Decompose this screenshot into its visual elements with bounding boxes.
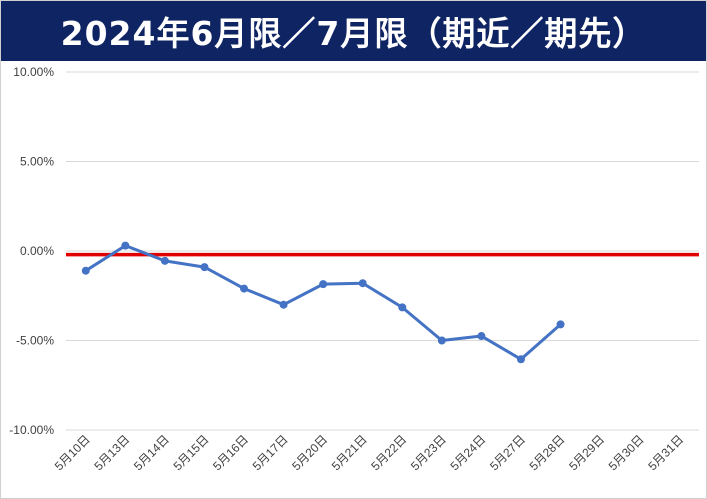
data-point [81, 266, 90, 275]
x-tick-label: 5月28日 [527, 432, 568, 473]
data-point [477, 332, 486, 341]
data-point [398, 303, 407, 312]
title-bar: 2024年6月限／7月限（期近／期先） [1, 1, 706, 61]
x-tick-label: 5月22日 [368, 432, 409, 473]
gridlines [66, 71, 699, 431]
x-axis-ticks: 5月10日5月13日5月14日5月15日5月16日5月17日5月20日5月21日… [52, 432, 686, 473]
x-tick-label: 5月15日 [171, 432, 212, 473]
x-tick-label: 5月17日 [250, 432, 291, 473]
x-tick-label: 5月14日 [131, 432, 172, 473]
series-group [81, 241, 565, 364]
data-point [319, 280, 328, 289]
x-tick-label: 5月31日 [645, 432, 686, 473]
data-point [279, 300, 288, 309]
x-tick-label: 5月21日 [329, 432, 370, 473]
y-tick-label: 0.00% [20, 244, 54, 258]
data-point [358, 279, 367, 288]
data-point [200, 263, 209, 272]
x-tick-label: 5月10日 [52, 432, 93, 473]
data-point [556, 320, 565, 329]
x-tick-label: 5月16日 [210, 432, 251, 473]
chart-title: 2024年6月限／7月限（期近／期先） [60, 14, 647, 53]
y-tick-label: 5.00% [20, 155, 54, 169]
series-line [84, 244, 563, 361]
data-point [516, 355, 525, 364]
x-tick-label: 5月20日 [289, 432, 330, 473]
x-tick-label: 5月13日 [91, 432, 132, 473]
data-point [121, 241, 130, 250]
x-tick-label: 5月30日 [606, 432, 647, 473]
y-tick-label: -5.00% [16, 334, 54, 348]
y-tick-label: -10.00% [9, 423, 54, 437]
y-tick-label: 10.00% [13, 65, 54, 79]
x-tick-label: 5月24日 [447, 432, 488, 473]
data-point [240, 284, 249, 293]
data-point [437, 336, 446, 345]
x-tick-label: 5月23日 [408, 432, 449, 473]
x-tick-label: 5月27日 [487, 432, 528, 473]
y-axis-ticks: 10.00% 5.00% 0.00% -5.00% -10.00% [9, 65, 54, 437]
data-point [160, 256, 169, 265]
x-tick-label: 5月29日 [566, 432, 607, 473]
